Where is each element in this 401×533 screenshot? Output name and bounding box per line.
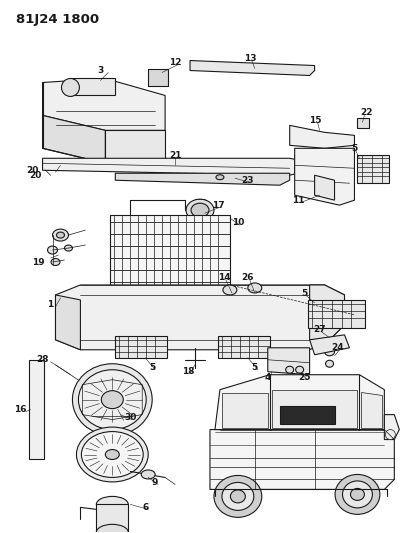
Text: 5: 5 — [149, 363, 155, 372]
Polygon shape — [105, 131, 165, 163]
Text: 25: 25 — [298, 373, 311, 382]
Ellipse shape — [51, 259, 60, 265]
Ellipse shape — [96, 496, 128, 512]
Ellipse shape — [385, 430, 395, 440]
Bar — [28, 360, 44, 459]
Ellipse shape — [191, 203, 209, 217]
Ellipse shape — [105, 449, 119, 459]
Text: 30: 30 — [124, 413, 136, 422]
Text: 19: 19 — [32, 257, 45, 266]
Bar — [96, 504, 128, 532]
Ellipse shape — [101, 391, 123, 409]
Text: 1: 1 — [47, 301, 54, 309]
Polygon shape — [357, 118, 369, 128]
Text: 13: 13 — [243, 54, 256, 63]
Text: 22: 22 — [360, 108, 373, 117]
Polygon shape — [295, 155, 310, 173]
Polygon shape — [222, 393, 268, 427]
Text: 6: 6 — [142, 503, 148, 512]
Ellipse shape — [214, 475, 262, 518]
Polygon shape — [115, 173, 290, 185]
Polygon shape — [55, 285, 344, 350]
Ellipse shape — [222, 482, 254, 511]
Text: 21: 21 — [169, 151, 181, 160]
Polygon shape — [43, 116, 105, 163]
Text: 18: 18 — [182, 367, 194, 376]
Polygon shape — [290, 125, 354, 148]
Bar — [110, 215, 230, 300]
Text: 12: 12 — [169, 58, 181, 67]
Polygon shape — [295, 148, 354, 205]
Ellipse shape — [81, 432, 143, 478]
Ellipse shape — [73, 364, 152, 435]
Polygon shape — [268, 348, 310, 375]
Text: 17: 17 — [212, 200, 224, 209]
Ellipse shape — [57, 232, 65, 238]
Ellipse shape — [61, 78, 79, 96]
Polygon shape — [361, 392, 383, 427]
Ellipse shape — [96, 524, 128, 533]
Text: 26: 26 — [241, 273, 254, 282]
Text: 81J24 1800: 81J24 1800 — [16, 13, 99, 26]
Bar — [308, 300, 365, 328]
Text: 9: 9 — [152, 478, 158, 487]
Text: 23: 23 — [241, 176, 254, 185]
Polygon shape — [210, 430, 394, 489]
Bar — [280, 406, 334, 424]
Text: 3: 3 — [97, 66, 103, 75]
Text: 5: 5 — [302, 289, 308, 298]
Ellipse shape — [248, 283, 262, 293]
Text: 15: 15 — [309, 116, 322, 125]
Ellipse shape — [48, 246, 57, 254]
Text: 16: 16 — [14, 405, 27, 414]
Text: 27: 27 — [313, 325, 326, 334]
Ellipse shape — [296, 366, 304, 373]
Bar — [115, 336, 167, 358]
Text: 24: 24 — [331, 343, 344, 352]
Polygon shape — [315, 175, 334, 200]
Ellipse shape — [324, 348, 334, 356]
Polygon shape — [215, 375, 385, 430]
Ellipse shape — [141, 470, 155, 479]
Text: 10: 10 — [232, 217, 244, 227]
Text: 14: 14 — [218, 273, 230, 282]
Polygon shape — [71, 78, 115, 95]
Text: 20: 20 — [29, 171, 42, 180]
Ellipse shape — [326, 360, 334, 367]
Ellipse shape — [350, 488, 365, 500]
Ellipse shape — [216, 175, 224, 180]
Ellipse shape — [65, 245, 73, 251]
Ellipse shape — [335, 474, 380, 514]
Bar — [218, 336, 270, 358]
Polygon shape — [190, 61, 315, 76]
Polygon shape — [310, 285, 344, 340]
Ellipse shape — [77, 427, 148, 482]
Polygon shape — [55, 295, 81, 350]
Ellipse shape — [53, 229, 69, 241]
Bar — [148, 69, 168, 86]
Ellipse shape — [286, 366, 294, 373]
Polygon shape — [310, 335, 350, 355]
Ellipse shape — [231, 490, 245, 503]
Text: 5: 5 — [252, 363, 258, 372]
Text: 5: 5 — [351, 144, 358, 153]
Bar — [357, 155, 389, 183]
Ellipse shape — [342, 481, 373, 508]
Polygon shape — [272, 390, 357, 427]
Text: 4: 4 — [265, 373, 271, 382]
Ellipse shape — [79, 370, 146, 430]
Text: 11: 11 — [292, 196, 305, 205]
Polygon shape — [385, 415, 399, 440]
Ellipse shape — [223, 285, 237, 295]
Ellipse shape — [186, 199, 214, 221]
Text: 28: 28 — [36, 356, 49, 364]
Text: 20: 20 — [26, 166, 39, 175]
Polygon shape — [43, 158, 310, 175]
Polygon shape — [43, 78, 165, 131]
